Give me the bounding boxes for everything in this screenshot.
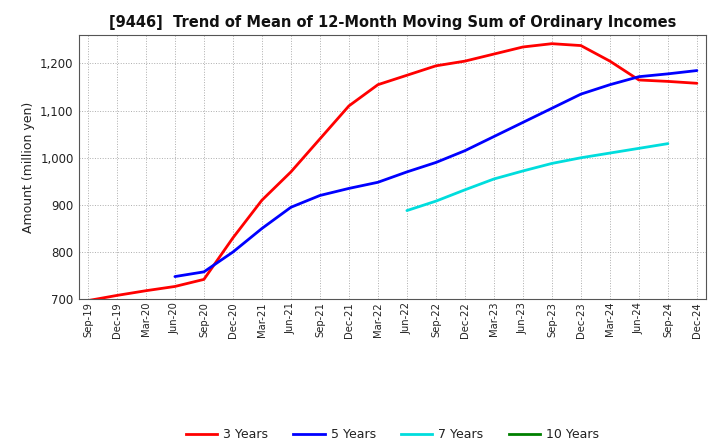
3 Years	[84, 298, 92, 303]
7 Years	[606, 150, 614, 156]
5 Years	[461, 148, 469, 153]
5 Years	[634, 74, 643, 79]
3 Years	[142, 288, 150, 293]
3 Years	[634, 77, 643, 83]
3 Years	[402, 73, 411, 78]
Line: 3 Years: 3 Years	[88, 44, 697, 301]
3 Years	[461, 59, 469, 64]
3 Years	[490, 51, 498, 57]
5 Years	[431, 160, 440, 165]
3 Years	[577, 43, 585, 48]
3 Years	[431, 63, 440, 69]
5 Years	[606, 82, 614, 87]
5 Years	[577, 92, 585, 97]
Y-axis label: Amount (million yen): Amount (million yen)	[22, 102, 35, 233]
3 Years	[112, 293, 121, 298]
5 Years	[402, 169, 411, 175]
3 Years	[664, 79, 672, 84]
5 Years	[518, 120, 527, 125]
5 Years	[228, 249, 237, 255]
Line: 5 Years: 5 Years	[175, 70, 697, 277]
3 Years	[548, 41, 557, 46]
5 Years	[548, 106, 557, 111]
3 Years	[606, 59, 614, 64]
5 Years	[315, 193, 324, 198]
5 Years	[664, 71, 672, 77]
5 Years	[490, 134, 498, 139]
3 Years	[374, 82, 382, 87]
3 Years	[258, 198, 266, 203]
7 Years	[518, 169, 527, 174]
7 Years	[461, 187, 469, 192]
5 Years	[287, 205, 295, 210]
5 Years	[258, 226, 266, 231]
5 Years	[171, 274, 179, 279]
5 Years	[374, 180, 382, 185]
3 Years	[315, 136, 324, 142]
7 Years	[490, 176, 498, 182]
7 Years	[548, 161, 557, 166]
7 Years	[664, 141, 672, 146]
3 Years	[518, 44, 527, 50]
3 Years	[199, 277, 208, 282]
7 Years	[431, 198, 440, 204]
7 Years	[634, 146, 643, 151]
3 Years	[171, 284, 179, 289]
5 Years	[199, 269, 208, 275]
7 Years	[402, 208, 411, 213]
3 Years	[345, 103, 354, 109]
3 Years	[228, 235, 237, 241]
5 Years	[345, 186, 354, 191]
3 Years	[693, 81, 701, 86]
Line: 7 Years: 7 Years	[407, 143, 668, 211]
3 Years	[287, 169, 295, 175]
5 Years	[693, 68, 701, 73]
Legend: 3 Years, 5 Years, 7 Years, 10 Years: 3 Years, 5 Years, 7 Years, 10 Years	[181, 423, 604, 440]
7 Years	[577, 155, 585, 161]
Title: [9446]  Trend of Mean of 12-Month Moving Sum of Ordinary Incomes: [9446] Trend of Mean of 12-Month Moving …	[109, 15, 676, 30]
